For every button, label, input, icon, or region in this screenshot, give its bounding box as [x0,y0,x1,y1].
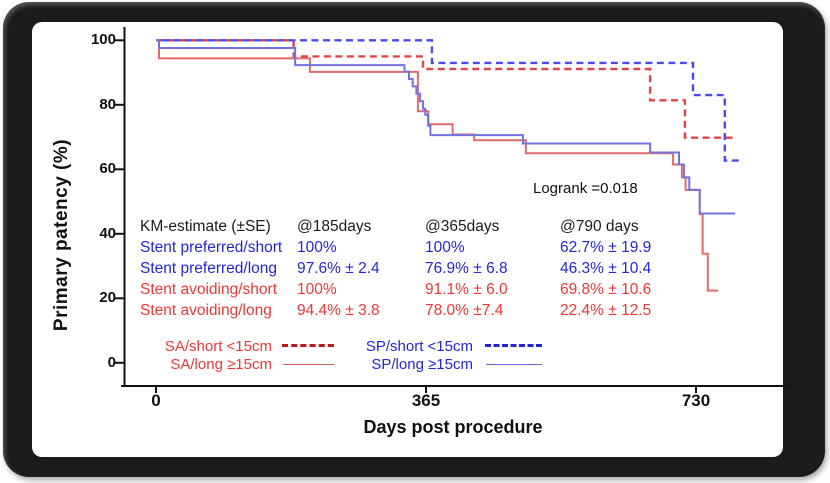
legend-sample-sp-short-dashed [485,344,542,347]
y-tick-20: 20 [99,289,116,306]
x-tick-0: 0 [151,391,161,410]
table-cell: 76.9% ± 6.8 [425,260,508,277]
x-tick-730: 730 [681,391,711,410]
table-cell: 46.3% ± 10.4 [560,260,652,277]
curve-sp-short [156,39,739,162]
y-axis-ticks [114,39,124,364]
plot-panel [32,22,783,457]
x-axis-title: Days post procedure [363,417,543,437]
table-row-label: Stent avoiding/long [140,302,272,319]
table-cell: 97.6% ± 2.4 [297,260,380,277]
table-header-365d: @365days [425,218,500,235]
curve-sp-long [156,39,736,215]
y-axis-title: Primary patency (%) [51,138,72,332]
legend-label-sp-short: SP/short <15cm [365,338,473,355]
y-tick-40: 40 [99,225,116,242]
table-header-label: KM-estimate (±SE) [140,218,271,235]
logrank-annotation: Logrank =0.018 [533,180,638,197]
legend-sample-sp-long-solid [486,364,542,365]
survival-curves [156,39,739,292]
table-row-label: Stent preferred/long [140,260,278,277]
table-row-label: Stent preferred/short [140,239,283,256]
curve-sa-short [156,39,733,139]
table-cell: 78.0% ±7.4 [425,302,504,319]
legend-label-sa-long: SA/long ≥15cm [170,356,272,373]
x-axis-ticks [155,386,697,393]
y-tick-60: 60 [99,160,116,177]
table-cell: 94.4% ± 3.8 [297,302,380,319]
table-cell: 22.4% ± 12.5 [560,302,652,319]
legend-sample-sa-long-solid [283,364,334,365]
y-tick-100: 100 [90,31,116,48]
table-header-790d: @790 days [560,218,639,235]
table-header-185d: @185days [297,218,372,235]
y-tick-0: 0 [107,354,116,371]
y-tick-80: 80 [99,96,116,113]
table-cell: 62.7% ± 19.9 [560,239,652,256]
km-estimate-table: KM-estimate (±SE) @185days @365days @790… [140,216,730,321]
table-cell: 91.1% ± 6.0 [425,281,508,298]
table-cell: 69.8% ± 10.6 [560,281,652,298]
legend-sample-sa-short-dashed [282,344,334,347]
legend-label-sa-short: SA/short <15cm [164,338,272,355]
table-cell: 100% [297,281,337,298]
legend-label-sp-long: SP/long ≥15cm [371,356,473,373]
table-row-label: Stent avoiding/short [140,281,278,298]
x-tick-365: 365 [411,391,441,410]
table-cell: 100% [425,239,465,256]
table-cell: 100% [297,239,337,256]
